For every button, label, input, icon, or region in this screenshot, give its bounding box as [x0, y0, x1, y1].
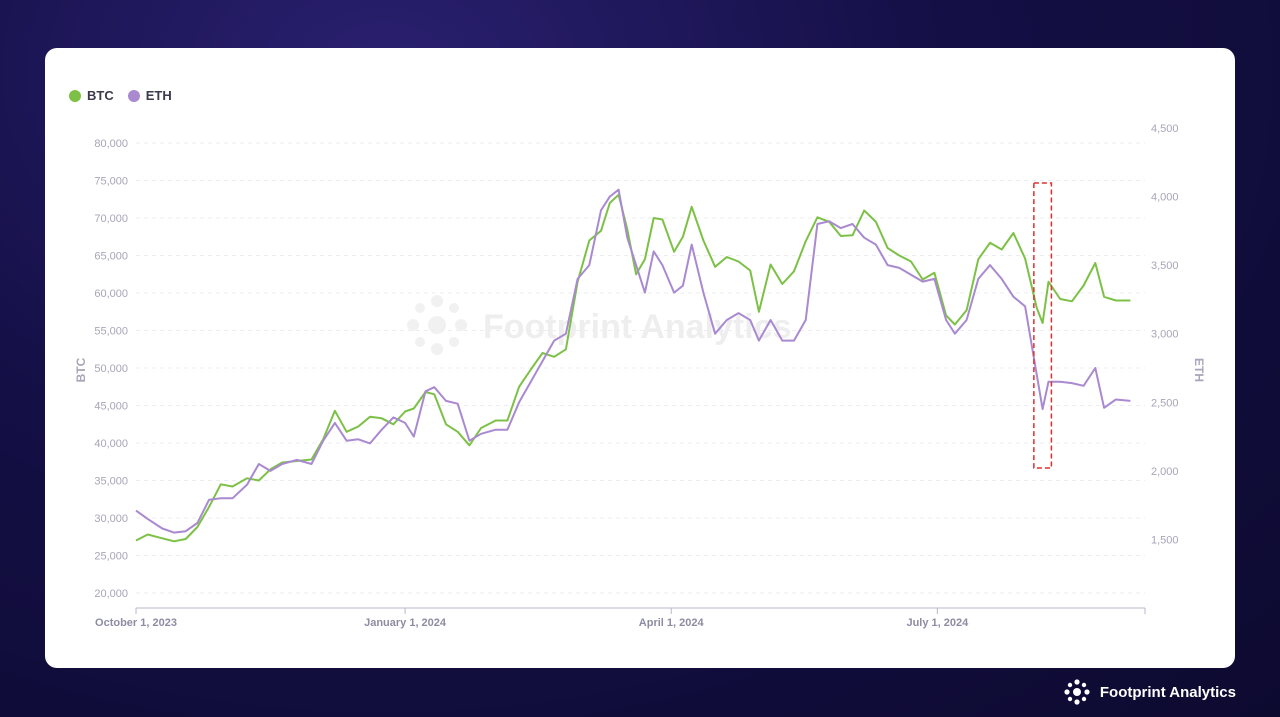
y-left-tick-label: 20,000	[94, 588, 128, 600]
y-right-tick-label: 2,500	[1151, 397, 1179, 409]
x-tick-label: January 1, 2024	[364, 617, 447, 629]
legend-btc-marker[interactable]	[69, 89, 81, 102]
y-left-tick-label: 40,000	[94, 438, 128, 450]
y-left-tick-label: 45,000	[94, 401, 128, 413]
y-left-tick-label: 25,000	[94, 551, 128, 563]
y-right-tick-label: 2,000	[1151, 466, 1179, 478]
y-right-tick-label: 3,000	[1151, 329, 1179, 341]
legend-eth-marker[interactable]	[127, 89, 140, 102]
y-left-tick-label: 70,000	[94, 213, 128, 225]
gridlines	[136, 142, 1145, 594]
chart-card: Footprint Analytics 20,000 25,000 30,000 35…	[45, 48, 1235, 668]
footprint-logo-icon	[1064, 679, 1090, 705]
y-right-axis-title: ETH	[1192, 358, 1206, 382]
series-lines	[135, 188, 1131, 543]
series-line-btc	[135, 193, 1131, 543]
y-left-axis-title: BTC	[74, 357, 88, 382]
brand-name: Footprint Analytics	[1099, 683, 1236, 701]
y-left-tick-label: 30,000	[94, 513, 128, 525]
legend: BTC ETH	[69, 88, 180, 103]
highlight-region	[1033, 182, 1053, 469]
watermark-text: Footprint Analytics	[483, 308, 792, 346]
x-tick-label: October 1, 2023	[95, 617, 177, 629]
watermark: Footprint Analytics	[407, 295, 792, 355]
y-left-tick-label: 55,000	[94, 326, 128, 338]
y-right-tick-label: 3,500	[1151, 260, 1179, 272]
watermark-logo-icon	[407, 295, 467, 355]
highlight-box	[1033, 182, 1053, 469]
y-left-tick-label: 80,000	[94, 138, 128, 150]
y-right-tick-label: 4,000	[1151, 192, 1179, 204]
legend-eth-label[interactable]: ETH	[145, 88, 172, 103]
y-left-tick-label: 75,000	[94, 176, 128, 188]
x-tick-label: July 1, 2024	[906, 617, 969, 629]
axes: 20,000 25,000 30,000 35,000 40,000 45,000 50,0…	[74, 123, 1206, 629]
x-tick-label: April 1, 2024	[639, 617, 705, 629]
y-left-tick-label: 60,000	[94, 288, 128, 300]
brand: Footprint Analytics	[1062, 677, 1236, 707]
y-left-tick-label: 50,000	[94, 363, 128, 375]
legend-btc-label[interactable]: BTC	[87, 88, 114, 103]
y-right-tick-label: 4,500	[1151, 123, 1179, 135]
y-left-tick-label: 35,000	[94, 476, 128, 488]
line-chart: Footprint Analytics 20,000 25,000 30,000 35…	[74, 123, 1206, 629]
y-right-tick-label: 1,500	[1151, 534, 1179, 546]
series-line-eth	[135, 188, 1131, 534]
y-left-tick-label: 65,000	[94, 251, 128, 263]
